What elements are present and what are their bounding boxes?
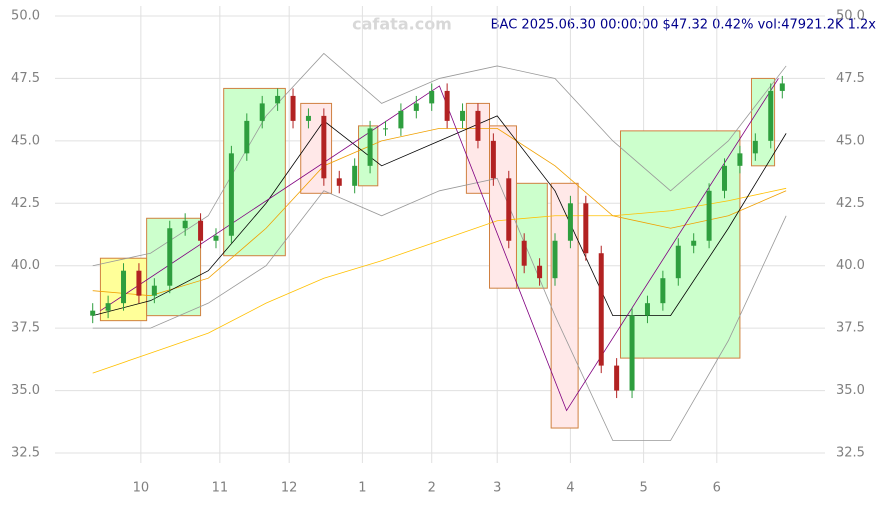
y-tick-label-right: 40.0 [836, 258, 865, 273]
pattern-box [300, 102, 333, 194]
candle-body [552, 240, 558, 279]
pattern-box [146, 217, 202, 317]
candle-body [460, 110, 466, 121]
y-tick-label: 47.5 [11, 71, 40, 86]
candle-body [567, 203, 573, 241]
candle-body [644, 303, 650, 316]
candle-body [336, 178, 342, 186]
candle-body [367, 128, 373, 166]
x-tick-label: 10 [133, 481, 150, 496]
candle-body [475, 110, 481, 141]
candle-body [779, 83, 785, 91]
candle-body [598, 253, 604, 366]
x-tick-label: 3 [493, 481, 501, 496]
watermark: cafata.com [352, 15, 452, 34]
candle-body [444, 90, 450, 121]
candle-body [167, 228, 173, 286]
chart-title: BAC 2025.06.30 00:00:00 $47.32 0.42% vol… [491, 18, 877, 33]
candle-body [136, 270, 142, 296]
y-tick-label-right: 45.0 [836, 133, 865, 148]
candle-body [429, 90, 435, 104]
candle-body [660, 278, 666, 304]
candle-body [182, 220, 188, 229]
overlay-line [92, 187, 787, 374]
overlay-line [92, 52, 787, 267]
x-tick-label: 5 [639, 481, 647, 496]
candle-body [105, 303, 111, 311]
y-tick-label-right: 35.0 [836, 383, 865, 398]
candle-body [352, 165, 358, 186]
candle-body [198, 220, 204, 241]
candle-body [752, 140, 758, 154]
x-tick-label: 12 [281, 481, 298, 496]
candle-body [737, 153, 743, 166]
candle-body [90, 310, 96, 316]
x-tick-label: 4 [566, 481, 574, 496]
candle-body [629, 315, 635, 391]
overlay-line [92, 127, 787, 297]
x-tick-label: 11 [212, 481, 229, 496]
x-tick-label: 2 [428, 481, 436, 496]
candle-body [290, 95, 296, 121]
overlay-line [92, 177, 787, 441]
y-tick-label-right: 47.5 [836, 71, 865, 86]
candle-body [691, 240, 697, 246]
candle-body [706, 190, 712, 241]
pattern-box [619, 130, 741, 359]
y-tick-label: 40.0 [11, 258, 40, 273]
y-tick-label: 45.0 [11, 133, 40, 148]
x-tick-label: 6 [713, 481, 721, 496]
candle-body [151, 285, 157, 296]
candle-body [305, 115, 311, 121]
x-tick-label: 1 [358, 481, 366, 496]
candle-body [413, 103, 419, 111]
candle-body [537, 265, 543, 279]
candle-body [213, 235, 219, 241]
candle-body [398, 110, 404, 129]
y-tick-label-right: 42.5 [836, 196, 865, 211]
y-tick-label: 42.5 [11, 196, 40, 211]
candle-body [382, 128, 388, 130]
candle-body [490, 140, 496, 179]
y-tick-label: 35.0 [11, 383, 40, 398]
candle-body [121, 270, 127, 304]
candle-body [521, 240, 527, 266]
y-tick-label-right: 32.5 [836, 446, 865, 461]
candle-body [614, 365, 620, 391]
candle-body [768, 90, 774, 141]
candle-body [583, 203, 589, 254]
candle-body [675, 245, 681, 279]
candle-body [259, 103, 265, 121]
candle-body [321, 115, 327, 179]
overlay-line [92, 115, 787, 317]
candle-body [722, 165, 728, 191]
candle-body [244, 120, 250, 154]
y-tick-label: 50.0 [11, 9, 40, 24]
candle-body [275, 95, 281, 104]
y-tick-label: 32.5 [11, 446, 40, 461]
y-tick-label-right: 37.5 [836, 321, 865, 336]
candle-body [228, 153, 234, 236]
pattern-box [550, 182, 579, 429]
candle-body [506, 178, 512, 241]
y-tick-label: 37.5 [11, 321, 40, 336]
trend-line [100, 78, 779, 412]
y-tick-label-right: 50.0 [836, 9, 865, 24]
